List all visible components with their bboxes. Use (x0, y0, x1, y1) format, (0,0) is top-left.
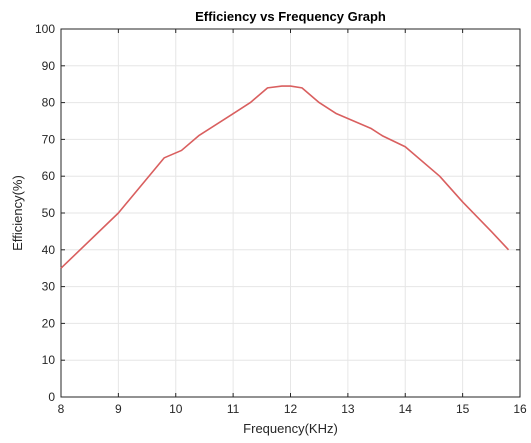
x-tick-label: 13 (341, 402, 355, 416)
y-tick-label: 80 (42, 96, 56, 110)
x-tick-label: 10 (169, 402, 183, 416)
grid (60, 28, 521, 398)
y-tick-label: 60 (42, 169, 56, 183)
axis-ticks (60, 28, 521, 398)
x-tick-label: 9 (115, 402, 122, 416)
y-tick-label: 100 (35, 22, 55, 36)
series-layer (60, 85, 510, 269)
x-tick-label: 16 (513, 402, 527, 416)
series-line (60, 85, 510, 269)
x-axis-title: Frequency(KHz) (243, 421, 338, 436)
x-tick-label: 15 (456, 402, 470, 416)
y-axis-tick-labels: 0 10 20 30 40 50 60 70 80 90 100 (35, 22, 55, 404)
y-tick-label: 40 (42, 243, 56, 257)
x-tick-label: 8 (58, 402, 65, 416)
y-axis-title: Efficiency(%) (10, 175, 25, 251)
x-tick-label: 12 (284, 402, 298, 416)
x-tick-label: 11 (227, 402, 240, 416)
x-tick-label: 14 (399, 402, 413, 416)
y-tick-label: 30 (42, 280, 56, 294)
y-tick-label: 90 (42, 59, 56, 73)
chart-title: Efficiency vs Frequency Graph (195, 9, 386, 24)
y-tick-label: 70 (42, 132, 56, 146)
y-tick-label: 0 (48, 390, 55, 404)
y-tick-label: 50 (42, 206, 56, 220)
y-tick-label: 20 (42, 316, 56, 330)
x-axis-tick-labels: 8 9 10 11 12 13 14 15 16 (58, 402, 527, 416)
y-tick-label: 10 (42, 353, 56, 367)
